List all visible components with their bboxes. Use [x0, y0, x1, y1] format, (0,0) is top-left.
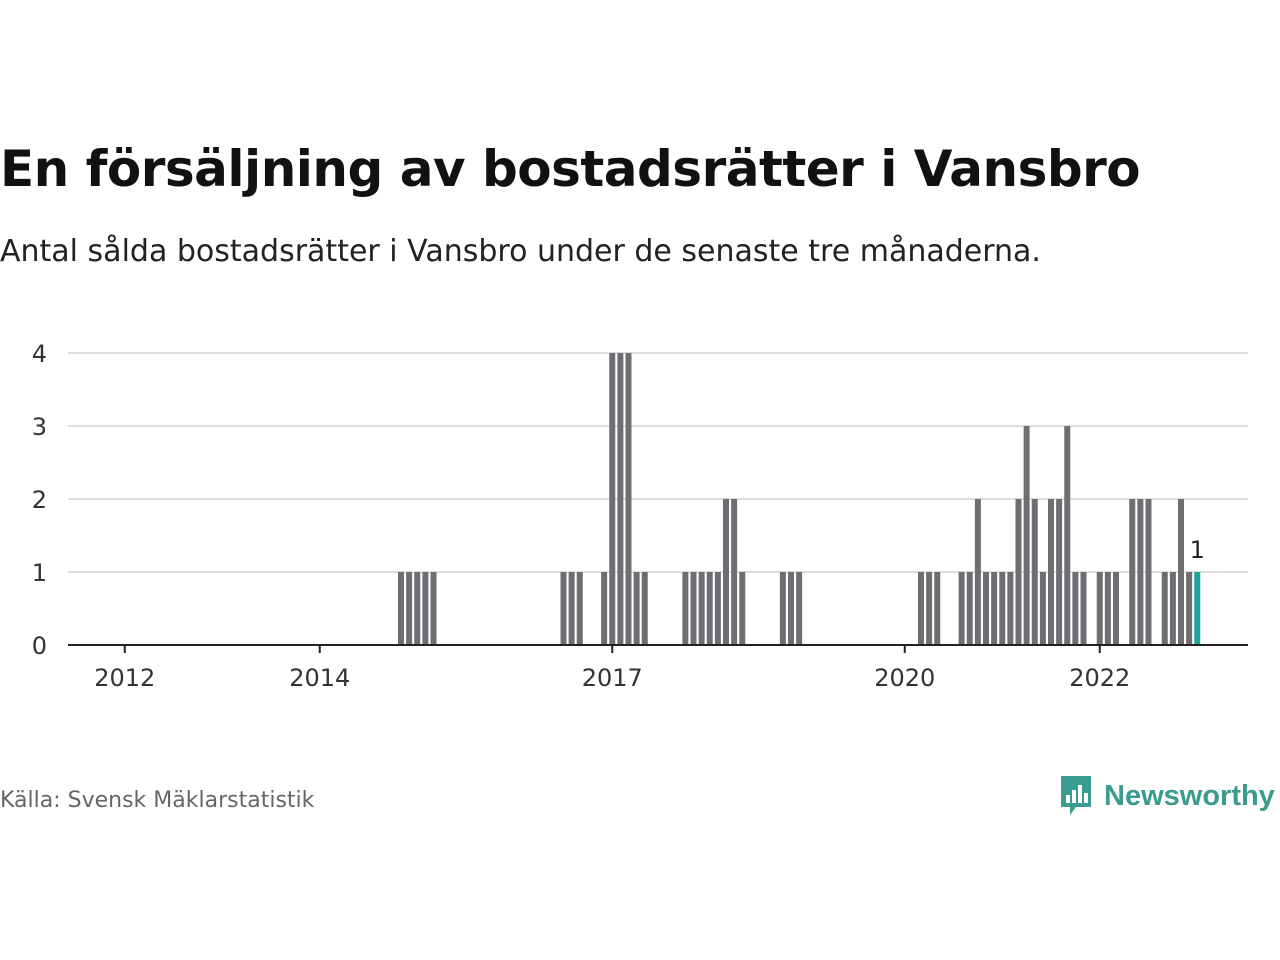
bar [609, 353, 616, 645]
bar [698, 572, 705, 645]
bar [625, 353, 632, 645]
bar [633, 572, 640, 645]
bar [796, 572, 803, 645]
bar [1015, 499, 1022, 645]
bar [1023, 426, 1030, 645]
bar [723, 499, 729, 645]
y-tick-label: 1 [32, 559, 47, 587]
bar [601, 572, 608, 645]
bar [560, 572, 567, 645]
bar [731, 499, 738, 645]
bar [1072, 572, 1079, 645]
bar [406, 572, 413, 645]
bar [966, 572, 973, 645]
x-tick-label: 2012 [94, 664, 155, 692]
y-tick-label: 0 [32, 632, 47, 660]
x-tick-label: 2017 [582, 664, 643, 692]
y-axis-ticks: 0 1 2 3 4 [32, 340, 47, 660]
x-tick-label: 2014 [289, 664, 350, 692]
bar [788, 572, 794, 645]
data-label: 1 [1190, 536, 1205, 564]
bar [1031, 499, 1038, 645]
bar [1137, 499, 1144, 645]
gridlines [68, 352, 1248, 573]
bar [430, 572, 437, 645]
bar [1064, 426, 1071, 645]
bar [779, 572, 786, 645]
x-tick-label: 2020 [874, 664, 935, 692]
bar [1096, 572, 1103, 645]
bar [414, 572, 421, 645]
bar [568, 572, 575, 645]
bar [999, 572, 1006, 645]
brand-name: Newsworthy [1104, 779, 1275, 812]
bar [422, 572, 429, 645]
bar [926, 572, 933, 645]
bar [974, 499, 981, 645]
source-note: Källa: Svensk Mäklarstatistik [0, 788, 315, 813]
bar [682, 572, 689, 645]
bar [934, 572, 941, 645]
y-tick-label: 4 [32, 340, 47, 368]
bar [1129, 499, 1136, 645]
y-tick-label: 2 [32, 486, 47, 514]
bar [991, 572, 998, 645]
bar [739, 572, 746, 645]
bar-chart-speech-bubble-icon [1061, 776, 1091, 815]
bar [1039, 572, 1046, 645]
bar [398, 572, 404, 645]
x-axis-ticks: 2012 2014 2017 2020 2022 [94, 645, 1130, 692]
bars [398, 353, 1201, 645]
bar [958, 572, 965, 645]
bar [1169, 572, 1176, 645]
bar [983, 572, 989, 645]
x-tick-label: 2022 [1069, 664, 1130, 692]
bar [714, 572, 721, 645]
bar [1007, 572, 1014, 645]
bar [706, 572, 713, 645]
bar [1056, 499, 1063, 645]
bar [641, 572, 648, 645]
y-tick-label: 3 [32, 413, 47, 441]
bar [1145, 499, 1152, 645]
bar-highlighted [1194, 572, 1201, 645]
bar [918, 572, 924, 645]
bar [1161, 572, 1168, 645]
bar [690, 572, 697, 645]
bar [617, 353, 624, 645]
bar [1104, 572, 1111, 645]
bar [1080, 572, 1087, 645]
bar-chart: 0 1 2 3 4 2012 2014 2017 2020 2022 1 [32, 340, 1248, 692]
brand-logo[interactable]: Newsworthy [1058, 772, 1275, 820]
bar [576, 572, 583, 645]
bar [1048, 499, 1054, 645]
bar [1186, 572, 1193, 645]
chart-subtitle: Antal sålda bostadsrätter i Vansbro unde… [0, 234, 1041, 269]
bar [1178, 499, 1184, 645]
bar [1113, 572, 1119, 645]
annotations: 1 [1190, 536, 1205, 564]
chart-title: En försäljning av bostadsrätter i Vansbr… [0, 140, 1141, 198]
